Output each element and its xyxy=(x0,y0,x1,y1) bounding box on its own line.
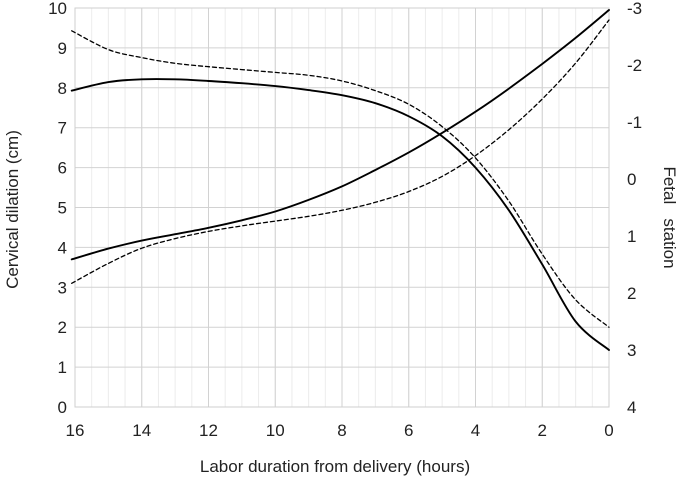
x-tick-label: 6 xyxy=(404,421,413,440)
y2-tick-labels: -3 -2 -1 0 1 2 3 4 xyxy=(627,0,642,417)
y-tick-label: 4 xyxy=(58,238,67,257)
y2-tick-label: 0 xyxy=(627,170,636,189)
y2-tick-label: -2 xyxy=(627,56,642,75)
y2-tick-label: -3 xyxy=(627,0,642,18)
y2-tick-label: 2 xyxy=(627,284,636,303)
series-line-station-dashed xyxy=(71,30,610,328)
x-tick-labels: 16 14 12 10 8 6 4 2 0 xyxy=(66,421,614,440)
y-tick-label: 10 xyxy=(48,0,67,18)
x-tick-label: 8 xyxy=(337,421,346,440)
y2-tick-label: 3 xyxy=(627,341,636,360)
y-tick-label: 6 xyxy=(58,159,67,178)
x-tick-label: 2 xyxy=(538,421,547,440)
y-tick-label: 1 xyxy=(58,358,67,377)
x-tick-label: 14 xyxy=(132,421,151,440)
x-tick-label: 0 xyxy=(604,421,613,440)
y2-tick-label: 4 xyxy=(627,398,636,417)
series-line-dilation-solid xyxy=(70,9,610,261)
y-tick-label: 3 xyxy=(58,278,67,297)
series-layer xyxy=(70,9,610,351)
x-tick-label: 4 xyxy=(471,421,480,440)
y2-axis-title: Fetal station xyxy=(660,166,679,268)
plot-frame xyxy=(74,7,610,408)
y-tick-label: 8 xyxy=(58,79,67,98)
grid-major xyxy=(74,7,610,408)
y2-tick-label: -1 xyxy=(627,113,642,132)
series-line-station-solid xyxy=(70,78,610,351)
x-tick-label: 16 xyxy=(66,421,85,440)
y2-tick-label: 1 xyxy=(627,227,636,246)
y-tick-label: 2 xyxy=(58,318,67,337)
y-axis-title: Cervical dilation (cm) xyxy=(3,130,22,289)
y-tick-label: 7 xyxy=(58,119,67,138)
x-tick-label: 12 xyxy=(199,421,218,440)
y-tick-label: 0 xyxy=(58,398,67,417)
series-line-dilation-dashed xyxy=(71,19,610,284)
y-tick-labels: 0 1 2 3 4 5 6 7 8 9 10 xyxy=(48,0,67,417)
x-axis-title: Labor duration from delivery (hours) xyxy=(200,457,470,476)
y-tick-label: 5 xyxy=(58,199,67,218)
y-tick-label: 9 xyxy=(58,39,67,58)
x-tick-label: 10 xyxy=(266,421,285,440)
